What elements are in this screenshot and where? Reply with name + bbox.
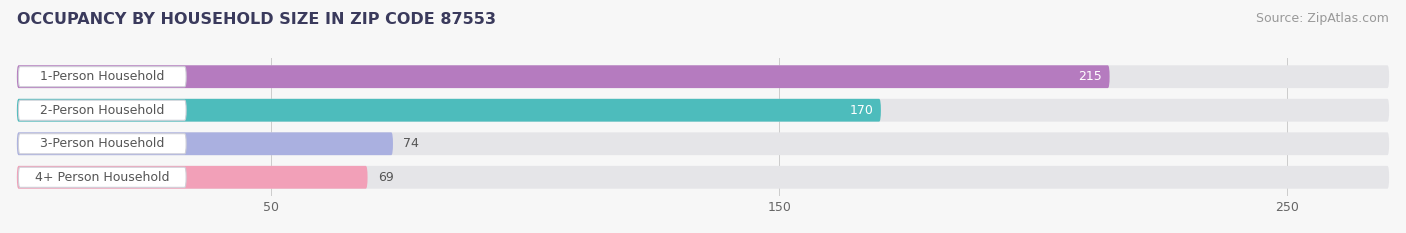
Text: 2-Person Household: 2-Person Household (39, 104, 165, 117)
FancyBboxPatch shape (18, 167, 186, 187)
FancyBboxPatch shape (18, 134, 186, 154)
FancyBboxPatch shape (17, 166, 1389, 189)
Text: 170: 170 (849, 104, 873, 117)
FancyBboxPatch shape (17, 132, 392, 155)
FancyBboxPatch shape (17, 132, 1389, 155)
FancyBboxPatch shape (17, 99, 1389, 122)
FancyBboxPatch shape (17, 65, 1389, 88)
Text: OCCUPANCY BY HOUSEHOLD SIZE IN ZIP CODE 87553: OCCUPANCY BY HOUSEHOLD SIZE IN ZIP CODE … (17, 12, 496, 27)
Text: 215: 215 (1078, 70, 1102, 83)
Text: Source: ZipAtlas.com: Source: ZipAtlas.com (1256, 12, 1389, 25)
FancyBboxPatch shape (18, 67, 186, 87)
FancyBboxPatch shape (17, 166, 367, 189)
Text: 3-Person Household: 3-Person Household (39, 137, 165, 150)
Text: 4+ Person Household: 4+ Person Household (35, 171, 170, 184)
FancyBboxPatch shape (18, 100, 186, 120)
Text: 69: 69 (378, 171, 394, 184)
FancyBboxPatch shape (17, 65, 1109, 88)
Text: 74: 74 (404, 137, 419, 150)
Text: 1-Person Household: 1-Person Household (39, 70, 165, 83)
FancyBboxPatch shape (17, 99, 882, 122)
